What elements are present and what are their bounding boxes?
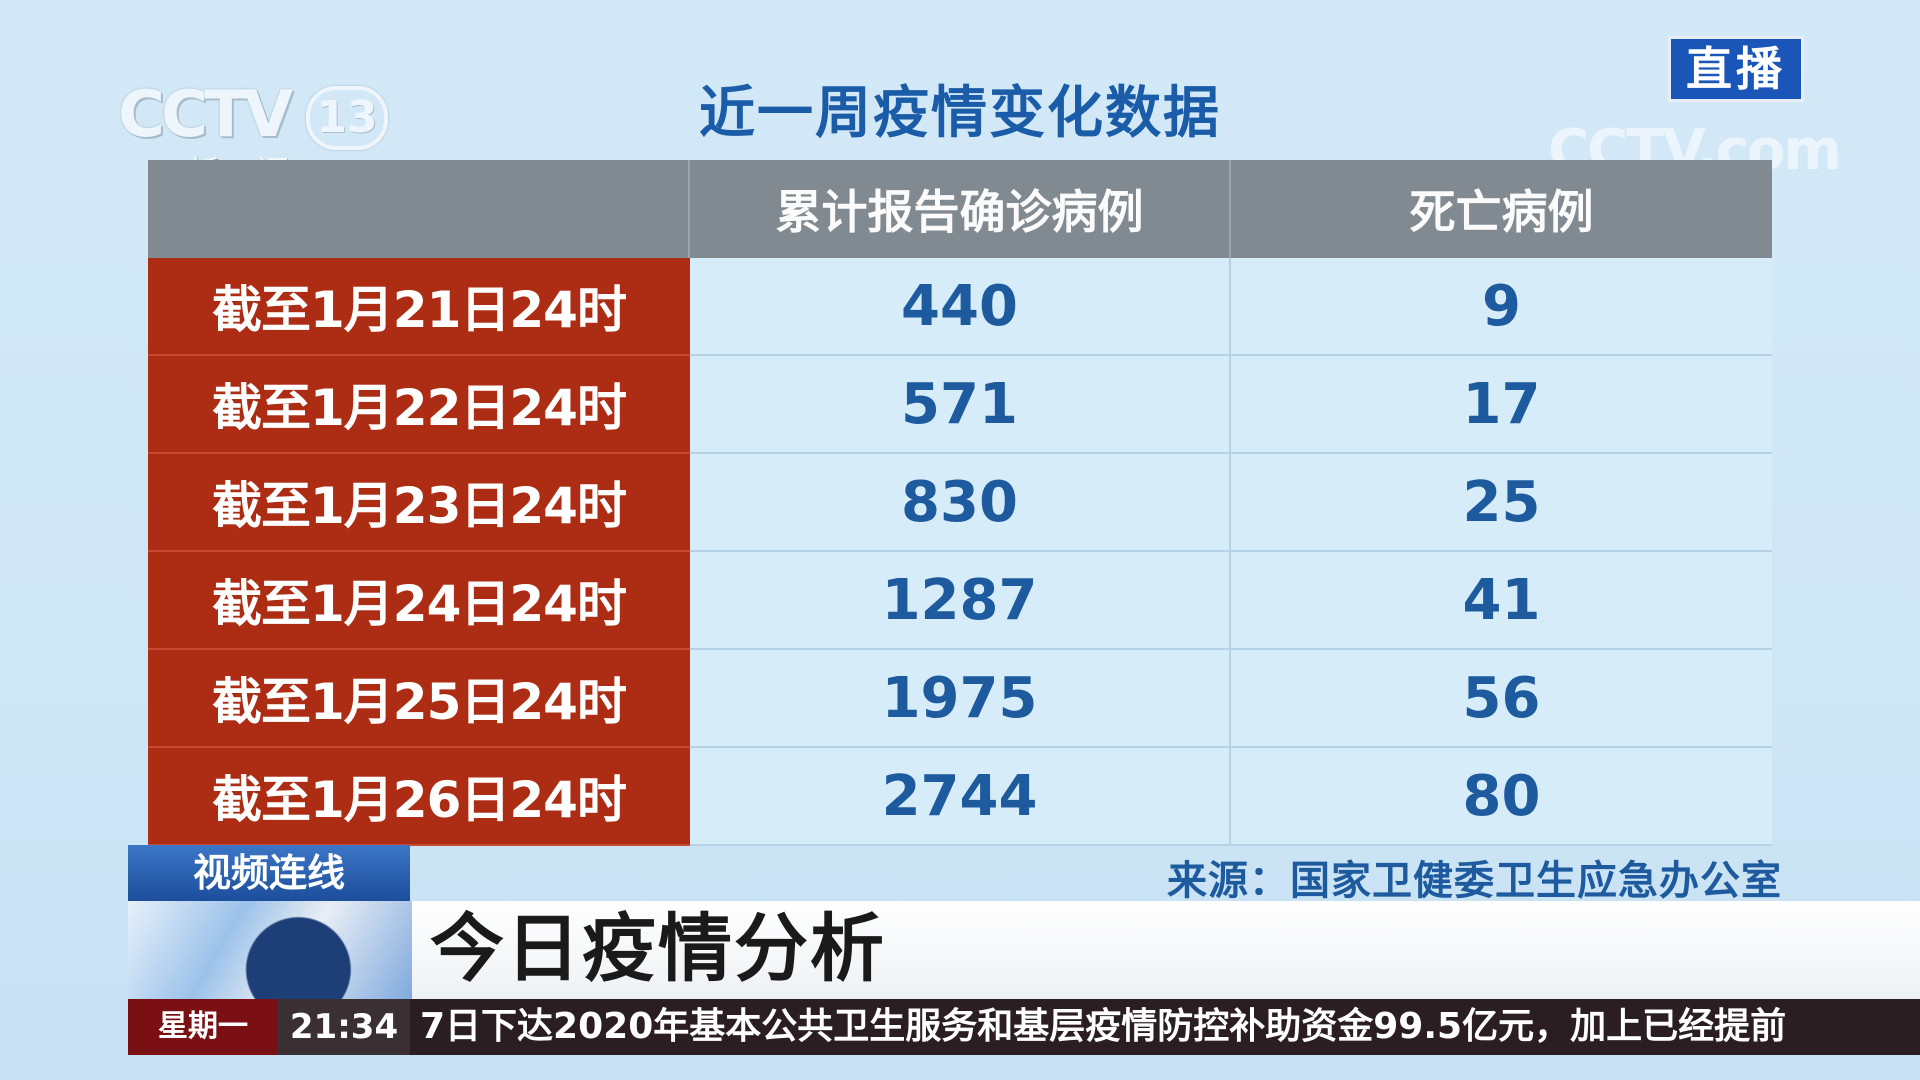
date-cell: 截至1月24日24时 — [148, 552, 690, 650]
confirmed-cell: 571 — [690, 356, 1231, 454]
confirmed-cell: 440 — [690, 258, 1231, 356]
globe-graphic — [128, 901, 412, 999]
headline-bar — [412, 901, 1920, 999]
page-title: 近一周疫情变化数据 — [699, 81, 1221, 146]
deaths-cell: 80 — [1231, 748, 1772, 846]
news-ticker — [128, 999, 1920, 1055]
header-cell-deaths: 死亡病例 — [1231, 160, 1772, 258]
deaths-cell: 56 — [1231, 650, 1772, 748]
confirmed-cell: 1975 — [690, 650, 1231, 748]
confirmed-cell: 2744 — [690, 748, 1231, 846]
date-cell: 截至1月25日24时 — [148, 650, 690, 748]
date-cell: 截至1月21日24时 — [148, 258, 690, 356]
table-body: 截至1月21日24时 440 9 截至1月22日24时 571 17 截至1月2… — [148, 258, 1772, 846]
live-badge: 直播 — [1668, 36, 1804, 102]
table-row: 截至1月26日24时 2744 80 — [148, 748, 1772, 846]
epidemic-data-table: 累计报告确诊病例 死亡病例 截至1月21日24时 440 9 截至1月22日24… — [148, 160, 1772, 846]
deaths-cell: 25 — [1231, 454, 1772, 552]
table-row: 截至1月22日24时 571 17 — [148, 356, 1772, 454]
table-row: 截至1月23日24时 830 25 — [148, 454, 1772, 552]
segment-tag: 视频连线 — [128, 845, 410, 901]
deaths-cell: 9 — [1231, 258, 1772, 356]
confirmed-cell: 1287 — [690, 552, 1231, 650]
ticker-text: 7日下达2020年基本公共卫生服务和基层疫情防控补助资金99.5亿元，加上已经提… — [420, 1006, 1787, 1047]
ticker-day: 星期一 — [128, 999, 278, 1055]
confirmed-cell: 830 — [690, 454, 1231, 552]
date-cell: 截至1月26日24时 — [148, 748, 690, 846]
headline-text: 今日疫情分析 — [430, 906, 886, 992]
cctv-logo-word: CCTV — [118, 78, 293, 152]
deaths-cell: 41 — [1231, 552, 1772, 650]
channel-number: 13 — [306, 86, 388, 150]
ticker-clock: 21:34 — [278, 999, 410, 1055]
date-cell: 截至1月22日24时 — [148, 356, 690, 454]
table-row: 截至1月25日24时 1975 56 — [148, 650, 1772, 748]
table-row: 截至1月21日24时 440 9 — [148, 258, 1772, 356]
data-source-note: 来源：国家卫健委卫生应急办公室 — [1167, 858, 1782, 904]
header-cell-empty — [148, 160, 690, 258]
date-cell: 截至1月23日24时 — [148, 454, 690, 552]
table-row: 截至1月24日24时 1287 41 — [148, 552, 1772, 650]
table-header-row: 累计报告确诊病例 死亡病例 — [148, 160, 1772, 258]
header-cell-confirmed: 累计报告确诊病例 — [690, 160, 1231, 258]
deaths-cell: 17 — [1231, 356, 1772, 454]
